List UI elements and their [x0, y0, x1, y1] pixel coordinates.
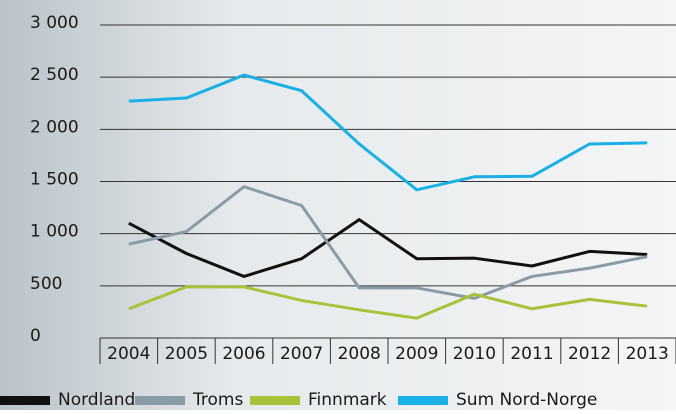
- legend-label: Nordland: [58, 390, 135, 410]
- legend-swatch: [250, 396, 300, 405]
- x-tick-label: 2004: [107, 344, 150, 364]
- x-tick-label: 2007: [280, 344, 323, 364]
- y-tick-label: 2 500: [30, 65, 79, 85]
- x-tick-label: 2010: [453, 344, 496, 364]
- legend-label: Troms: [192, 390, 243, 410]
- line-series: [128, 285, 648, 320]
- x-tick-label: 2013: [626, 344, 669, 364]
- y-tick-label: 1 500: [30, 170, 79, 190]
- legend-swatch: [0, 396, 50, 405]
- legend-swatch: [135, 396, 185, 405]
- x-tick-label: 2012: [568, 344, 611, 364]
- legend-swatch: [398, 396, 448, 405]
- x-tick-label: 2011: [510, 344, 553, 364]
- y-tick-label: 0: [30, 326, 41, 346]
- y-tick-label: 2 000: [30, 117, 79, 137]
- x-tick-label: 2009: [395, 344, 438, 364]
- y-tick-label: 3 000: [30, 13, 79, 33]
- x-tick-label: 2008: [338, 344, 381, 364]
- legend-label: Finnmark: [308, 390, 387, 410]
- x-tick-label: 2006: [222, 344, 265, 364]
- x-tick-label: 2005: [165, 344, 208, 364]
- legend-label: Sum Nord-Norge: [456, 390, 597, 410]
- y-tick-label: 1 000: [30, 222, 79, 242]
- line-series: [128, 73, 648, 192]
- y-tick-label: 500: [30, 274, 62, 294]
- line-series: [128, 185, 648, 300]
- line-series: [128, 218, 648, 278]
